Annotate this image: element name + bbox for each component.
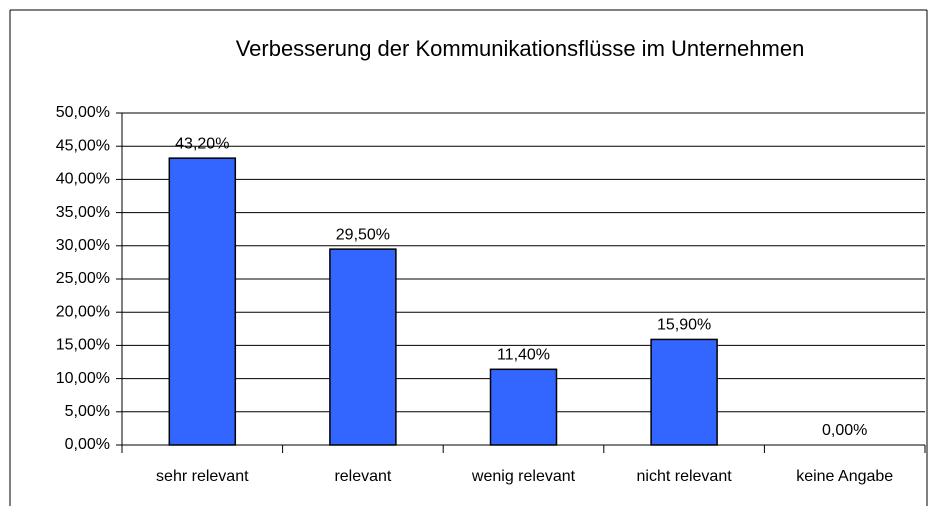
- data-label: 29,50%: [336, 226, 390, 243]
- x-tick-label: relevant: [334, 468, 391, 485]
- y-tick-label: 30,00%: [56, 237, 110, 254]
- bar: [489, 368, 558, 446]
- y-tick-label: 0,00%: [65, 436, 110, 453]
- bar: [329, 248, 397, 446]
- y-tick-label: 50,00%: [56, 104, 110, 121]
- bar: [650, 338, 718, 446]
- data-label: 43,20%: [175, 135, 229, 152]
- y-tick-label: 40,00%: [56, 171, 110, 188]
- y-tick-label: 35,00%: [56, 204, 110, 221]
- y-tick-label: 25,00%: [56, 270, 110, 287]
- x-tick-label: nicht relevant: [637, 468, 733, 485]
- data-label: 15,90%: [657, 317, 711, 334]
- x-tick-label: sehr relevant: [156, 468, 249, 485]
- y-tick-label: 5,00%: [65, 403, 110, 420]
- chart-title: Verbesserung der Kommunikationsflüsse im…: [236, 36, 805, 61]
- x-tick-label: wenig relevant: [471, 468, 576, 485]
- x-tick-label: keine Angabe: [796, 468, 893, 485]
- data-label: 11,40%: [497, 347, 550, 364]
- y-tick-label: 20,00%: [56, 303, 110, 320]
- y-tick-label: 45,00%: [56, 137, 110, 154]
- data-label: 0,00%: [822, 422, 867, 439]
- y-tick-label: 15,00%: [56, 337, 110, 354]
- y-tick-label: 10,00%: [56, 370, 110, 387]
- bar: [168, 157, 237, 446]
